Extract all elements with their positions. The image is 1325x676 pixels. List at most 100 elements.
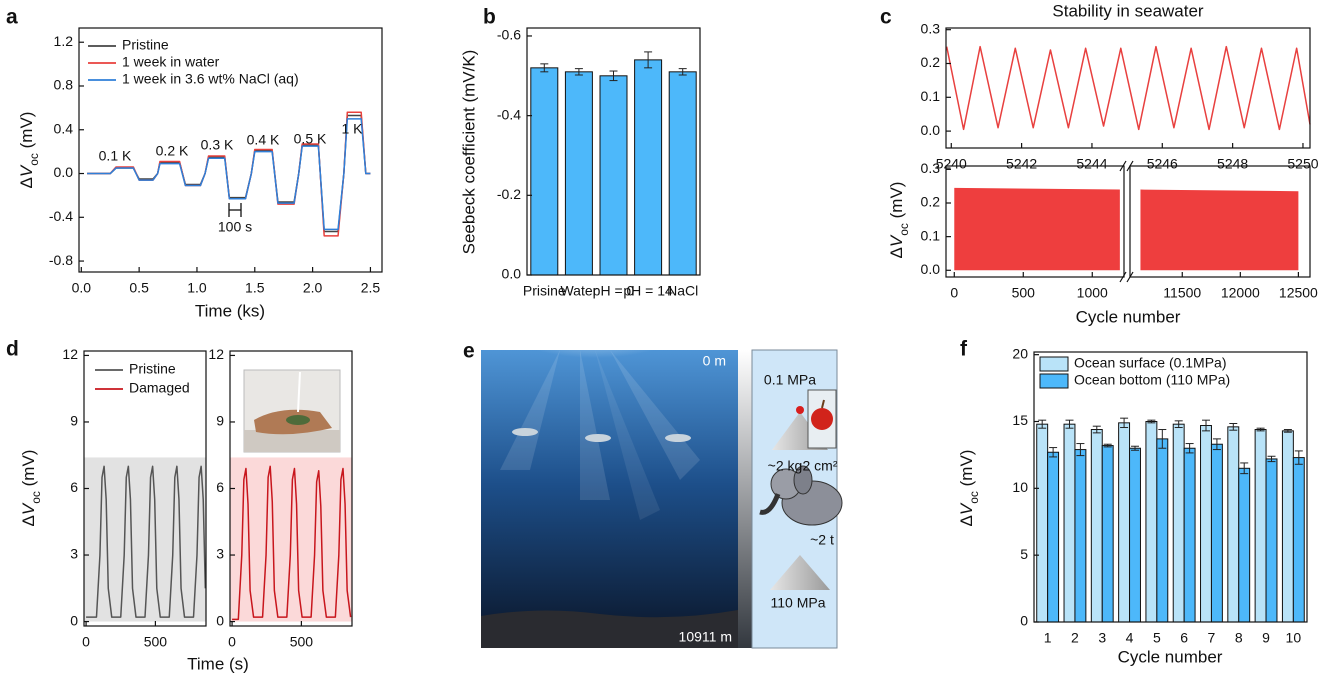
y-tick-label: 0.0 <box>502 266 522 282</box>
y-axis-title-part: Δ <box>887 247 906 258</box>
panel-label: b <box>483 6 496 29</box>
y-axis-title-part: Δ <box>17 177 36 188</box>
depth-label: 0 m <box>703 353 726 369</box>
bar <box>1292 457 1305 623</box>
panel-label: f <box>960 338 968 361</box>
x-tick-label: 0 <box>950 285 958 301</box>
axis-break <box>1119 160 1134 283</box>
light-ray <box>595 350 660 520</box>
y-tick-label: 0 <box>70 612 78 628</box>
x-tick-label: 1.0 <box>187 280 207 296</box>
plot-frame <box>526 27 701 276</box>
y-axis-title-part: V <box>957 502 976 515</box>
x-tick-label: 0.5 <box>129 280 149 296</box>
bar <box>634 59 663 276</box>
y-axis-title-part: Δ <box>19 515 38 526</box>
elephant-trunk <box>759 493 781 515</box>
x-tick-label: 6 <box>1180 630 1188 646</box>
x-tick-label: 500 <box>1012 285 1036 301</box>
y-axis-title-part: oc <box>29 491 43 504</box>
bar <box>1118 422 1131 623</box>
legend-label: Damaged <box>129 380 190 396</box>
x-tick-label: 2.5 <box>361 280 381 296</box>
plot-frame <box>1033 351 1308 623</box>
x-axis-title: Time (s) <box>187 654 249 673</box>
legend-label: 1 week in 3.6 wt% NaCl (aq) <box>122 71 299 87</box>
y-axis-title-part: oc <box>967 491 981 504</box>
y-tick-label: 0.3 <box>921 20 941 36</box>
bar <box>1156 438 1169 623</box>
mass-label: ~2 kg <box>768 458 803 474</box>
y-tick-label: 12 <box>208 346 224 362</box>
mass-label: ~2 t <box>810 532 834 548</box>
y-tick-label: 9 <box>70 413 78 429</box>
fish <box>512 428 538 436</box>
area-label: 2 cm² <box>803 458 838 474</box>
y-tick-label: 3 <box>70 546 78 562</box>
panel-label: c <box>880 6 892 29</box>
pressure-label: 110 MPa <box>771 595 826 611</box>
x-tick-label: 0 <box>82 634 90 650</box>
photo-wire <box>297 371 301 413</box>
elephant-ear <box>793 465 813 495</box>
x-tick-label: 1000 <box>1077 285 1108 301</box>
y-axis-title-part: V <box>17 164 36 177</box>
y-tick-label: 0.1 <box>921 227 941 243</box>
bar <box>1183 447 1196 623</box>
y-tick-label: 10 <box>1012 479 1028 495</box>
x-axis-title: Time (ks) <box>195 301 265 320</box>
annotation: 0.5 K <box>294 131 327 147</box>
x-tick-label: 12500 <box>1279 285 1318 301</box>
y-tick-label: 0.2 <box>921 54 941 70</box>
highlight-band <box>84 457 206 622</box>
ocean-illustration <box>481 310 843 649</box>
y-tick-label: 0.0 <box>54 164 74 180</box>
bar <box>1145 421 1158 623</box>
bar <box>1200 425 1212 623</box>
x-tick-label: 10 <box>1286 630 1302 646</box>
bar <box>1129 447 1141 623</box>
y-axis-title: ΔVoc (mV) <box>957 450 981 527</box>
depth-label: 10911 m <box>679 629 732 645</box>
x-tick-label: 7 <box>1208 630 1216 646</box>
bar <box>1101 445 1114 623</box>
fish <box>665 434 691 442</box>
bar <box>1281 430 1294 623</box>
y-tick-label: 0.8 <box>54 77 74 93</box>
y-axis-title-part: Δ <box>957 515 976 526</box>
legend-swatch <box>1039 356 1069 372</box>
legend-label: 1 week in water <box>122 54 220 70</box>
y-axis-title: Seebeck coefficient (mV/K) <box>459 50 478 255</box>
plot-frame <box>945 27 1311 149</box>
legend-label: Ocean bottom (110 MPa) <box>1074 372 1230 388</box>
bar <box>668 71 697 276</box>
bar <box>1090 429 1103 623</box>
panel-label: d <box>6 338 19 361</box>
x-tick-label: pH = 0 <box>593 283 635 299</box>
photo-table <box>244 430 340 452</box>
cone <box>770 555 830 590</box>
sunlight <box>505 310 685 390</box>
bar <box>1036 423 1049 623</box>
depth-strip <box>738 350 752 648</box>
x-tick-label: 5 <box>1153 630 1161 646</box>
panel-label: e <box>463 340 475 363</box>
y-tick-label: 20 <box>1012 345 1028 361</box>
x-tick-label: Prisine <box>523 283 566 299</box>
annotation: 100 s <box>218 219 252 235</box>
y-tick-label: 3 <box>216 546 224 562</box>
x-tick-label: 1.5 <box>245 280 265 296</box>
ocean <box>481 350 738 648</box>
y-tick-label: 1.2 <box>54 33 74 49</box>
y-tick-label: 0.0 <box>921 261 941 277</box>
x-tick-label: 500 <box>144 634 168 650</box>
x-tick-label: 4 <box>1126 630 1134 646</box>
panel-label: a <box>6 6 18 29</box>
y-tick-label: 0.0 <box>921 122 941 138</box>
y-tick-label: 9 <box>216 413 224 429</box>
annotation: 0.1 K <box>99 148 132 164</box>
chart-title: Stability in seawater <box>1052 1 1204 20</box>
y-axis-title: ΔVoc (mV) <box>19 450 43 527</box>
